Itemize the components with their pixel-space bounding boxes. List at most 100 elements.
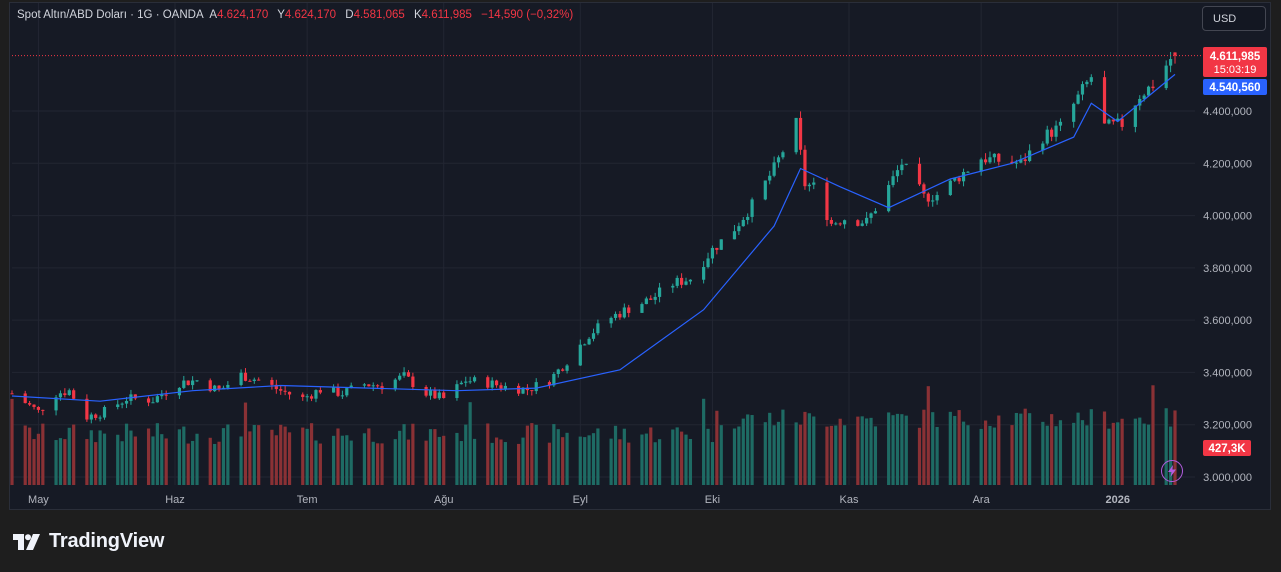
- candle-body[interactable]: [948, 180, 952, 196]
- candle-body[interactable]: [1023, 159, 1027, 162]
- candle-body[interactable]: [1076, 94, 1080, 104]
- candle-body[interactable]: [349, 385, 353, 389]
- candle-body[interactable]: [331, 386, 336, 393]
- candle-body[interactable]: [895, 170, 900, 177]
- candle-body[interactable]: [988, 157, 992, 163]
- candle-body[interactable]: [248, 380, 252, 382]
- candle-body[interactable]: [67, 390, 71, 396]
- candle-body[interactable]: [1085, 81, 1089, 85]
- candle-body[interactable]: [1116, 118, 1120, 122]
- candle-body[interactable]: [768, 175, 772, 181]
- candle-body[interactable]: [503, 385, 507, 389]
- candle-body[interactable]: [935, 195, 939, 201]
- candle-body[interactable]: [182, 380, 186, 388]
- candle-body[interactable]: [556, 369, 560, 374]
- candle-body[interactable]: [442, 392, 446, 398]
- candle-body[interactable]: [1164, 65, 1168, 89]
- candle-body[interactable]: [146, 398, 151, 403]
- candle-body[interactable]: [675, 277, 679, 286]
- candle-body[interactable]: [367, 384, 371, 387]
- candle-body[interactable]: [887, 185, 891, 212]
- candle-body[interactable]: [1054, 125, 1058, 137]
- candle-body[interactable]: [1107, 119, 1111, 124]
- candle-body[interactable]: [191, 380, 195, 386]
- candle-body[interactable]: [160, 394, 164, 397]
- candle-body[interactable]: [983, 159, 988, 163]
- candle-body[interactable]: [1142, 95, 1146, 99]
- candle-body[interactable]: [217, 385, 221, 390]
- candle-body[interactable]: [340, 395, 344, 397]
- candle-body[interactable]: [362, 384, 367, 386]
- candle-body[interactable]: [649, 298, 653, 300]
- candle-body[interactable]: [98, 417, 102, 419]
- candle-body[interactable]: [957, 177, 961, 182]
- candle-body[interactable]: [618, 313, 622, 318]
- candle-body[interactable]: [838, 223, 842, 225]
- candle-body[interactable]: [1072, 103, 1076, 122]
- candle-body[interactable]: [746, 216, 750, 220]
- candle-body[interactable]: [587, 338, 591, 345]
- candle-body[interactable]: [627, 307, 631, 313]
- candle-body[interactable]: [1050, 129, 1054, 137]
- candle-body[interactable]: [992, 153, 996, 158]
- candle-body[interactable]: [900, 164, 904, 171]
- candle-body[interactable]: [1014, 162, 1019, 164]
- candle-body[interactable]: [640, 304, 644, 313]
- candle-body[interactable]: [904, 163, 908, 165]
- candle-body[interactable]: [812, 182, 816, 185]
- candle-body[interactable]: [1151, 86, 1155, 89]
- candle-body[interactable]: [517, 385, 521, 394]
- candle-body[interactable]: [257, 379, 261, 381]
- candle-body[interactable]: [243, 372, 248, 381]
- candle-body[interactable]: [164, 394, 168, 396]
- candle-body[interactable]: [596, 323, 600, 334]
- candle-body[interactable]: [1173, 52, 1177, 56]
- candle-body[interactable]: [1080, 84, 1085, 95]
- candle-body[interactable]: [195, 380, 199, 382]
- candle-body[interactable]: [393, 379, 397, 390]
- candle-body[interactable]: [926, 193, 930, 202]
- candle-body[interactable]: [622, 307, 626, 318]
- candle-body[interactable]: [133, 394, 137, 399]
- price-chart[interactable]: 3.000,000 3.200,000 3.400,000 3.600,000 3.80…: [10, 3, 1272, 511]
- candle-body[interactable]: [494, 380, 499, 386]
- candle-body[interactable]: [856, 220, 860, 226]
- candle-body[interactable]: [565, 365, 569, 371]
- currency-button[interactable]: USD: [1202, 6, 1266, 31]
- candle-body[interactable]: [41, 409, 45, 411]
- candle-body[interactable]: [283, 390, 287, 392]
- candle-body[interactable]: [380, 386, 384, 390]
- candle-body[interactable]: [613, 313, 618, 318]
- candle-body[interactable]: [279, 389, 283, 391]
- candle-body[interactable]: [270, 379, 274, 385]
- candle-body[interactable]: [776, 157, 781, 163]
- candle-body[interactable]: [688, 279, 693, 282]
- candle-body[interactable]: [309, 396, 314, 399]
- candle-body[interactable]: [825, 182, 829, 221]
- candle-body[interactable]: [1102, 77, 1107, 124]
- candle-body[interactable]: [213, 385, 217, 392]
- candle-body[interactable]: [671, 285, 675, 288]
- candle-body[interactable]: [1045, 129, 1049, 144]
- candle-body[interactable]: [706, 258, 710, 268]
- candle-body[interactable]: [794, 117, 798, 153]
- candle-body[interactable]: [578, 344, 582, 366]
- candle-body[interactable]: [63, 393, 67, 396]
- candle-body[interactable]: [917, 163, 922, 185]
- candle-body[interactable]: [922, 184, 926, 194]
- candle-body[interactable]: [737, 226, 741, 232]
- candle-body[interactable]: [226, 384, 230, 388]
- candle-body[interactable]: [715, 247, 719, 250]
- candle-body[interactable]: [591, 333, 596, 339]
- candle-body[interactable]: [28, 403, 32, 405]
- candle-body[interactable]: [120, 403, 124, 405]
- candle-body[interactable]: [274, 384, 278, 390]
- candle-body[interactable]: [124, 400, 129, 404]
- candle-body[interactable]: [763, 180, 767, 200]
- candle-body[interactable]: [499, 385, 503, 389]
- candle-body[interactable]: [583, 344, 587, 346]
- candle-body[interactable]: [437, 392, 441, 399]
- candle-body[interactable]: [931, 200, 935, 202]
- candle-body[interactable]: [72, 390, 76, 399]
- candle-body[interactable]: [305, 396, 309, 398]
